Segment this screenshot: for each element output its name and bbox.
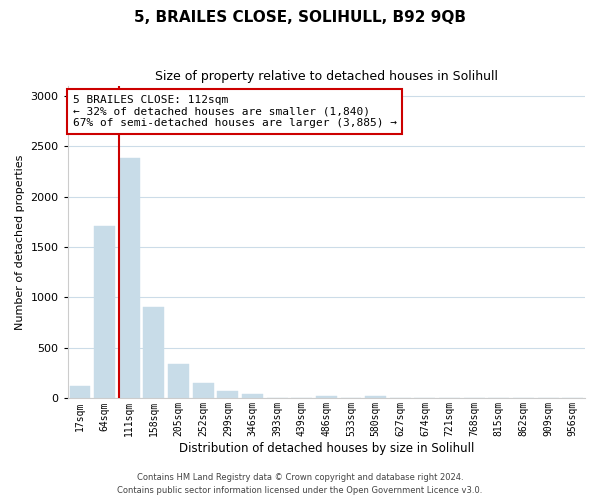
Bar <box>365 396 386 398</box>
Bar <box>119 158 140 398</box>
Bar <box>242 394 263 398</box>
Bar <box>193 383 214 398</box>
Bar <box>217 392 238 398</box>
X-axis label: Distribution of detached houses by size in Solihull: Distribution of detached houses by size … <box>179 442 474 455</box>
Bar <box>143 306 164 398</box>
Bar <box>168 364 189 398</box>
Text: Contains HM Land Registry data © Crown copyright and database right 2024.
Contai: Contains HM Land Registry data © Crown c… <box>118 474 482 495</box>
Text: 5, BRAILES CLOSE, SOLIHULL, B92 9QB: 5, BRAILES CLOSE, SOLIHULL, B92 9QB <box>134 10 466 25</box>
Bar <box>316 396 337 398</box>
Text: 5 BRAILES CLOSE: 112sqm
← 32% of detached houses are smaller (1,840)
67% of semi: 5 BRAILES CLOSE: 112sqm ← 32% of detache… <box>73 95 397 128</box>
Bar <box>70 386 91 398</box>
Bar <box>94 226 115 398</box>
Y-axis label: Number of detached properties: Number of detached properties <box>15 154 25 330</box>
Title: Size of property relative to detached houses in Solihull: Size of property relative to detached ho… <box>155 70 498 83</box>
